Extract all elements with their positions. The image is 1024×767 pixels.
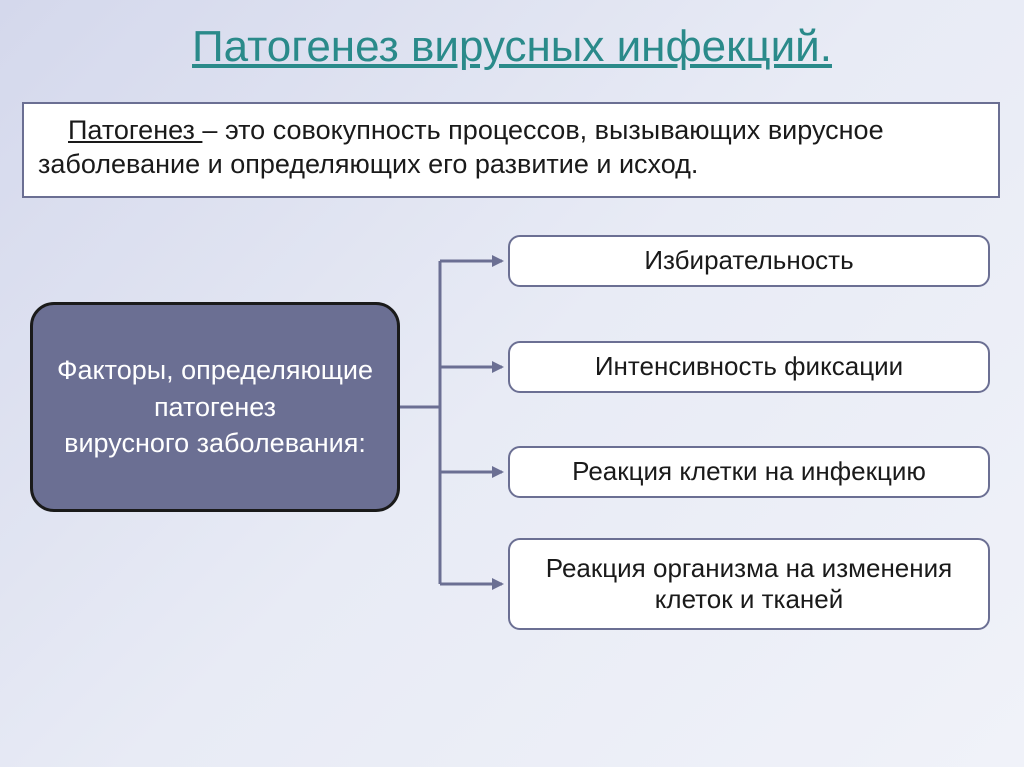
factor-box-3: Реакция организма на изменения клеток и … — [508, 538, 990, 630]
factor-text-3: Реакция организма на изменения клеток и … — [522, 553, 976, 615]
factor-text-1: Интенсивность фиксации — [595, 351, 903, 382]
factor-text-0: Избирательность — [644, 245, 853, 276]
factor-box-2: Реакция клетки на инфекцию — [508, 446, 990, 498]
factor-text-2: Реакция клетки на инфекцию — [572, 456, 926, 487]
factor-box-0: Избирательность — [508, 235, 990, 287]
factor-box-1: Интенсивность фиксации — [508, 341, 990, 393]
